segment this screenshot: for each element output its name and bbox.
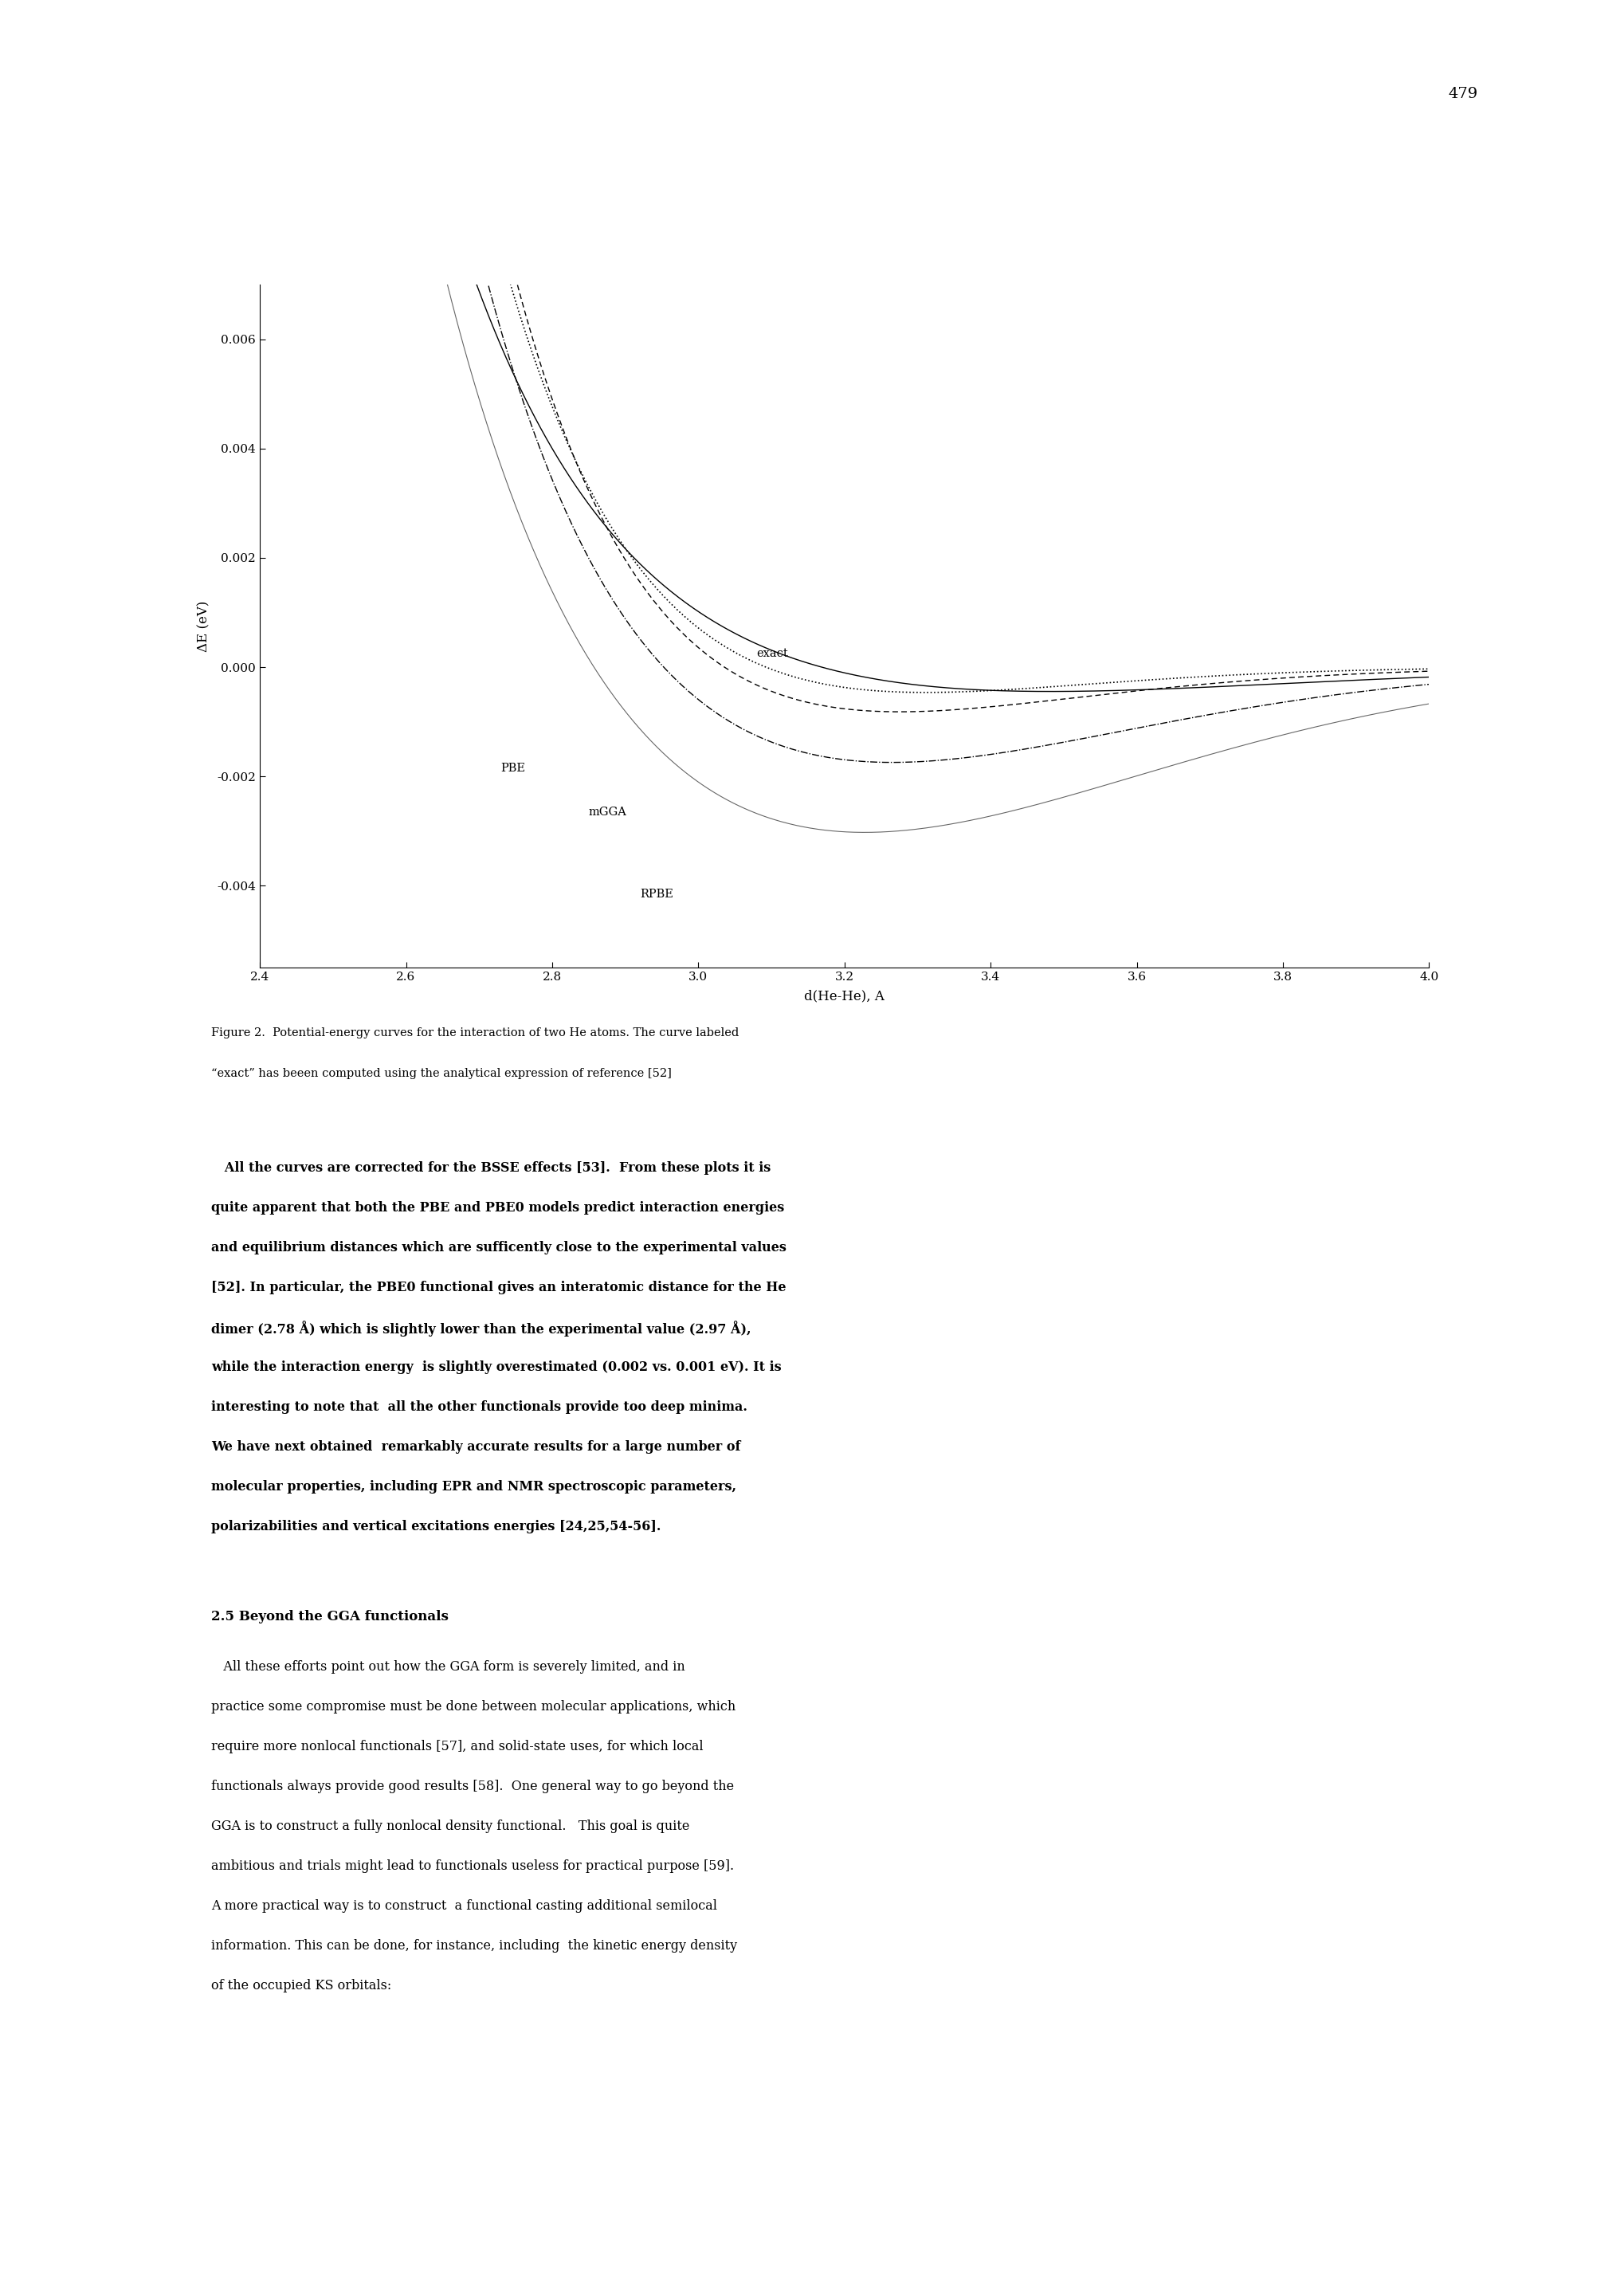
Text: A more practical way is to construct  a functional casting additional semilocal: A more practical way is to construct a f… <box>211 1899 718 1913</box>
Text: All these efforts point out how the GGA form is severely limited, and in: All these efforts point out how the GGA … <box>211 1660 685 1674</box>
Text: GGA is to construct a fully nonlocal density functional.   This goal is quite: GGA is to construct a fully nonlocal den… <box>211 1819 690 1833</box>
Text: ambitious and trials might lead to functionals useless for practical purpose [59: ambitious and trials might lead to funct… <box>211 1860 734 1872</box>
Text: while the interaction energy  is slightly overestimated (0.002 vs. 0.001 eV). It: while the interaction energy is slightly… <box>211 1362 781 1373</box>
Text: of the occupied KS orbitals:: of the occupied KS orbitals: <box>211 1979 391 1992</box>
Text: functionals always provide good results [58].  One general way to go beyond the: functionals always provide good results … <box>211 1781 734 1792</box>
X-axis label: d(He-He), A: d(He-He), A <box>804 990 885 1002</box>
Text: dimer (2.78 Å) which is slightly lower than the experimental value (2.97 Å),: dimer (2.78 Å) which is slightly lower t… <box>211 1321 750 1337</box>
Text: interesting to note that  all the other functionals provide too deep minima.: interesting to note that all the other f… <box>211 1400 747 1414</box>
Text: [52]. In particular, the PBE0 functional gives an interatomic distance for the H: [52]. In particular, the PBE0 functional… <box>211 1280 786 1293</box>
Text: Figure 2.  Potential-energy curves for the interaction of two He atoms. The curv: Figure 2. Potential-energy curves for th… <box>211 1027 739 1038</box>
Text: require more nonlocal functionals [57], and solid-state uses, for which local: require more nonlocal functionals [57], … <box>211 1740 703 1753</box>
Text: mGGA: mGGA <box>590 806 627 817</box>
Text: RPBE: RPBE <box>640 888 674 899</box>
Text: All the curves are corrected for the BSSE effects [53].  From these plots it is: All the curves are corrected for the BSS… <box>211 1161 771 1175</box>
Text: molecular properties, including EPR and NMR spectroscopic parameters,: molecular properties, including EPR and … <box>211 1480 736 1494</box>
Text: information. This can be done, for instance, including  the kinetic energy densi: information. This can be done, for insta… <box>211 1940 737 1951</box>
Text: and equilibrium distances which are sufficently close to the experimental values: and equilibrium distances which are suff… <box>211 1241 786 1255</box>
Y-axis label: ΔE (eV): ΔE (eV) <box>197 601 211 651</box>
Text: exact: exact <box>757 649 789 658</box>
Text: 2.5 Beyond the GGA functionals: 2.5 Beyond the GGA functionals <box>211 1610 448 1624</box>
Text: 479: 479 <box>1449 87 1478 100</box>
Text: PBE: PBE <box>502 763 526 774</box>
Text: polarizabilities and vertical excitations energies [24,25,54-56].: polarizabilities and vertical excitation… <box>211 1521 661 1532</box>
Text: practice some compromise must be done between molecular applications, which: practice some compromise must be done be… <box>211 1701 736 1712</box>
Text: We have next obtained  remarkably accurate results for a large number of: We have next obtained remarkably accurat… <box>211 1441 741 1453</box>
Text: “exact” has beeen computed using the analytical expression of reference [52]: “exact” has beeen computed using the ana… <box>211 1068 672 1079</box>
Text: quite apparent that both the PBE and PBE0 models predict interaction energies: quite apparent that both the PBE and PBE… <box>211 1202 784 1214</box>
